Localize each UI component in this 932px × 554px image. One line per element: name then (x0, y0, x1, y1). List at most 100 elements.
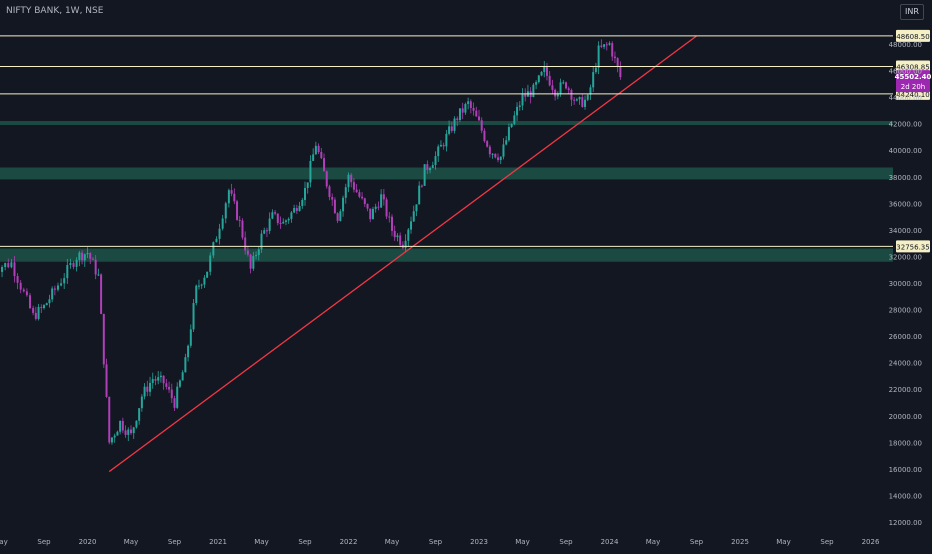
candle-body (121, 420, 124, 431)
candle-body (600, 45, 603, 47)
candle-body (124, 430, 127, 435)
candle-body (616, 58, 619, 67)
y-tick-label: 24000.00 (889, 360, 922, 368)
y-tick-label: 48000.00 (889, 41, 922, 49)
candle-body (279, 222, 282, 224)
candle-body (532, 84, 535, 97)
candle-body (230, 190, 233, 194)
candle-body (66, 265, 69, 279)
candle-body (200, 284, 203, 286)
candle-body (570, 90, 573, 100)
candle-body (4, 263, 7, 267)
candle-body (535, 82, 538, 85)
candle-body (423, 164, 426, 186)
candle-body (347, 174, 350, 188)
candle-body (393, 230, 396, 238)
candle-body (472, 107, 475, 111)
candle-body (63, 278, 66, 284)
candle-body (173, 398, 176, 408)
candle-body (312, 154, 315, 161)
candle-body (385, 199, 388, 217)
x-tick-label: Sep (429, 538, 443, 546)
x-tick-label: May (385, 538, 399, 546)
candle-body (597, 45, 600, 68)
candle-body (575, 99, 578, 101)
level-label-box (896, 240, 930, 253)
candle-body (429, 168, 432, 171)
candle-body (236, 201, 239, 220)
candle-body (480, 120, 483, 131)
x-tick-label: Sep (820, 538, 834, 546)
candle-body (488, 146, 491, 155)
candle-body (584, 99, 587, 107)
candle-body (48, 299, 51, 304)
trendline (108, 35, 697, 473)
level-label: 44240.10 (896, 91, 929, 99)
candle-body (81, 252, 84, 261)
candle-body (483, 130, 486, 142)
currency-selector[interactable]: INR (900, 4, 924, 20)
symbol-title: NIFTY BANK, 1W, NSE (6, 6, 104, 16)
candle-body (437, 146, 440, 157)
candle-body (431, 165, 434, 169)
candle-body (25, 291, 28, 296)
x-tick-label: 2020 (79, 538, 97, 546)
candle-body (187, 345, 190, 358)
candle-body (589, 87, 592, 95)
candle-body (502, 144, 505, 157)
candle-body (611, 43, 614, 57)
candle-body (37, 306, 40, 319)
candle-body (497, 157, 500, 161)
candle-body (562, 82, 565, 84)
candle-body (89, 252, 92, 259)
candle-body (241, 220, 244, 238)
candle-body (246, 250, 249, 255)
y-tick-label: 30000.00 (889, 280, 922, 288)
candle-body (573, 99, 576, 101)
candle-body (293, 208, 296, 213)
candle-body (478, 116, 480, 121)
candle-body (86, 252, 89, 255)
candle-body (298, 205, 301, 211)
candle-body (333, 199, 336, 214)
candle-body (314, 145, 317, 155)
candle-body (138, 408, 141, 421)
price-tag-value: 45502.40 (895, 73, 932, 81)
x-tick-label: 2023 (470, 538, 488, 546)
candle-body (578, 97, 581, 100)
candle-body (149, 382, 152, 392)
candle-body (113, 435, 116, 438)
candle-body (325, 171, 328, 187)
candle-body (32, 308, 35, 313)
y-tick-label: 20000.00 (889, 413, 922, 421)
y-tick-label: 42000.00 (889, 121, 922, 129)
y-tick-label: 28000.00 (889, 307, 922, 315)
candle-body (363, 198, 366, 204)
candle-body (366, 203, 369, 209)
candle-body (426, 164, 429, 171)
candle-body (371, 208, 374, 220)
candle-body (29, 295, 32, 309)
x-tick-label: May (646, 538, 660, 546)
candle-body (513, 115, 516, 124)
candle-body (434, 156, 437, 166)
candle-body (91, 258, 94, 260)
candle-body (143, 386, 146, 397)
candle-body (19, 282, 22, 290)
x-tick-label: 2026 (862, 538, 880, 546)
candle-body (195, 285, 198, 304)
candle-body (94, 259, 97, 275)
candle-body (309, 160, 312, 183)
candle-body (586, 94, 589, 100)
x-tick-label: May (254, 538, 268, 546)
candle-body (594, 67, 597, 73)
candle-body (317, 145, 320, 152)
candle-body (554, 89, 557, 97)
candle-body (605, 44, 608, 46)
candle-body (295, 208, 298, 211)
candle-body (146, 386, 149, 392)
candle-body (119, 420, 122, 432)
candle-body (361, 196, 364, 199)
